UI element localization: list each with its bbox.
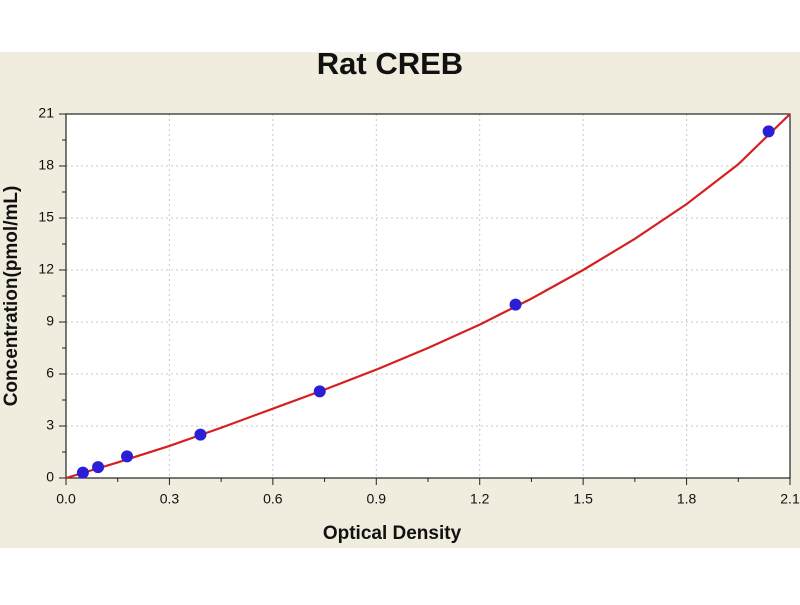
chart-title: Rat CREB <box>317 46 463 81</box>
x-tick-label: 1.8 <box>677 491 697 507</box>
y-tick-label: 15 <box>38 209 54 225</box>
plot-area <box>66 114 790 478</box>
x-tick-label: 0.0 <box>56 491 76 507</box>
data-point <box>509 298 522 311</box>
data-point <box>121 450 134 463</box>
fit-line <box>65 113 791 480</box>
data-point <box>194 428 207 441</box>
y-tick-label: 3 <box>46 417 54 433</box>
data-point <box>76 466 89 479</box>
y-tick-label: 0 <box>46 469 54 485</box>
plot-frame <box>65 113 791 479</box>
x-tick-label: 0.6 <box>263 491 283 507</box>
x-tick-label: 0.3 <box>160 491 180 507</box>
y-tick-label: 18 <box>38 157 54 173</box>
y-tick-label: 21 <box>38 105 54 121</box>
x-tick-label: 1.5 <box>573 491 593 507</box>
y-tick-label: 12 <box>38 261 54 277</box>
x-axis-label: Optical Density <box>323 523 462 544</box>
x-tick-label: 0.9 <box>367 491 387 507</box>
y-tick-label: 9 <box>46 313 54 329</box>
x-tick-label: 1.2 <box>470 491 490 507</box>
data-point <box>92 461 105 474</box>
data-point <box>313 385 326 398</box>
x-tick-label: 2.1 <box>780 491 800 507</box>
y-axis-label: Concentration(pmol/mL) <box>1 186 22 407</box>
data-point <box>762 125 775 138</box>
y-tick-label: 6 <box>46 365 54 381</box>
